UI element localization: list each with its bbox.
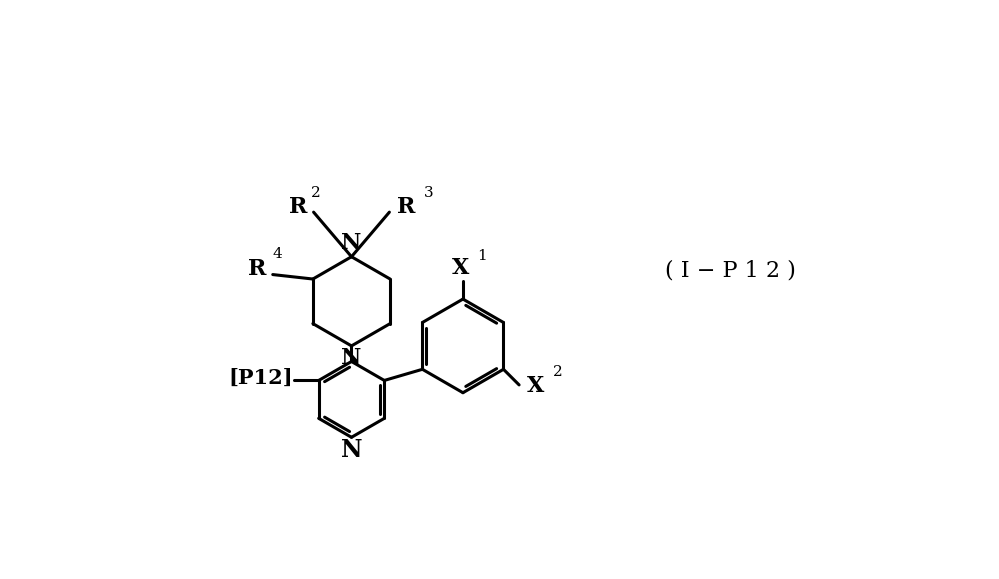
Text: R: R (248, 258, 267, 280)
Text: R: R (289, 196, 307, 218)
Text: X: X (527, 375, 544, 397)
Text: 1: 1 (478, 248, 487, 262)
Text: 2: 2 (552, 365, 562, 379)
Text: X: X (452, 257, 470, 279)
Text: N: N (342, 232, 362, 254)
Text: [P12]: [P12] (229, 368, 293, 388)
Text: 2: 2 (312, 186, 321, 200)
Text: N: N (342, 347, 362, 369)
Text: R: R (398, 196, 416, 218)
Text: N: N (341, 438, 363, 462)
Text: ( I − P 1 2 ): ( I − P 1 2 ) (665, 259, 796, 281)
Text: 3: 3 (425, 186, 434, 200)
Text: 4: 4 (273, 247, 283, 261)
